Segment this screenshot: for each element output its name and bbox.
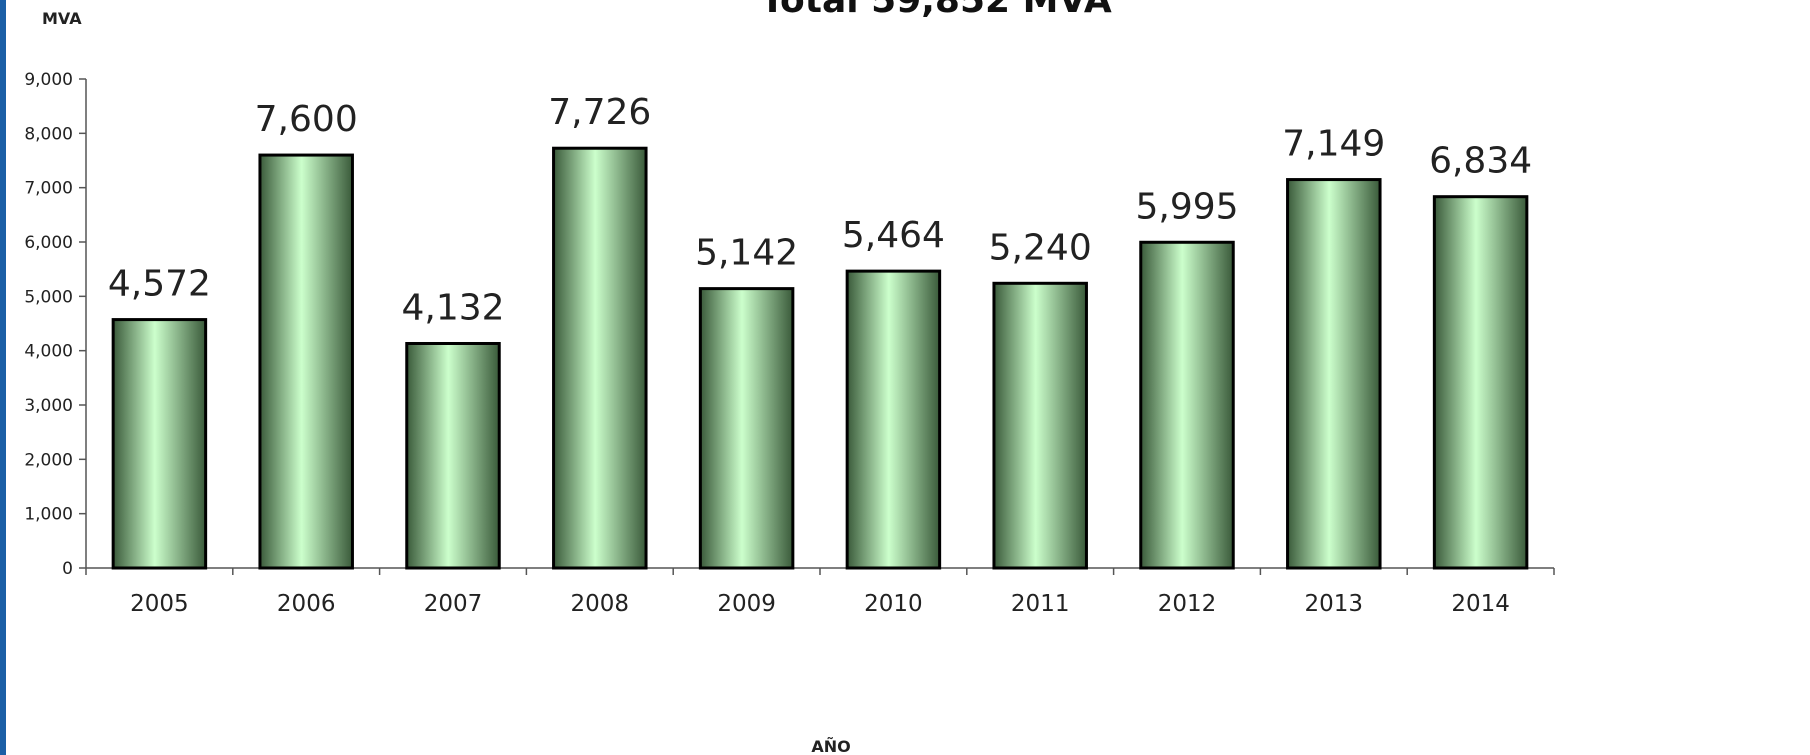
x-tick-label-2009: 2009 bbox=[717, 591, 776, 617]
y-tick-label: 1,000 bbox=[24, 505, 73, 525]
data-label-2008: 7,726 bbox=[548, 92, 651, 133]
y-tick-label: 7,000 bbox=[24, 179, 73, 199]
bar-2010 bbox=[845, 269, 942, 570]
x-tick-label-2011: 2011 bbox=[1011, 591, 1070, 617]
x-tick-label-2014: 2014 bbox=[1451, 591, 1510, 617]
y-tick-label: 8,000 bbox=[24, 124, 73, 144]
bar-2013 bbox=[1286, 178, 1382, 570]
x-tick-label-2010: 2010 bbox=[864, 591, 923, 617]
data-label-2014: 6,834 bbox=[1429, 141, 1532, 182]
chart-frame: Total 59,852 MVA MVA AÑO 0 1,000 2,000 3,00… bbox=[6, 0, 1810, 755]
bar-2009 bbox=[698, 287, 795, 570]
x-tick-label-2012: 2012 bbox=[1158, 591, 1217, 617]
bar-2008 bbox=[552, 146, 648, 570]
data-label-2007: 4,132 bbox=[401, 287, 504, 328]
x-tick-label-2008: 2008 bbox=[571, 591, 630, 617]
y-tick-label: 3,000 bbox=[24, 396, 73, 416]
x-tick-label-2005: 2005 bbox=[130, 591, 189, 617]
bar-series: 4,572 7,600 4,132 7,726 5,142 5,464 5,240 5,995… bbox=[108, 92, 1532, 570]
y-axis: 0 1,000 2,000 3,000 4,000 5,000 6,000 7,000 8,00… bbox=[24, 70, 87, 579]
x-axis-title: AÑO bbox=[811, 737, 850, 755]
y-tick-label: 4,000 bbox=[24, 342, 73, 362]
chart-title: Total 59,852 MVA bbox=[760, 0, 1112, 21]
x-axis: 2005 2006 2007 2008 2009 2010 2011 2012 2013 2014 bbox=[85, 567, 1555, 617]
bar-2012 bbox=[1139, 240, 1235, 570]
data-label-2006: 7,600 bbox=[255, 99, 358, 140]
x-tick-label-2013: 2013 bbox=[1305, 591, 1364, 617]
bar-2011 bbox=[992, 281, 1088, 570]
bar-2006 bbox=[258, 153, 354, 570]
bar-2014 bbox=[1432, 195, 1529, 570]
data-label-2009: 5,142 bbox=[695, 233, 798, 274]
y-tick-label: 6,000 bbox=[24, 233, 73, 253]
y-tick-label: 5,000 bbox=[24, 287, 73, 307]
bar-2007 bbox=[405, 341, 501, 570]
data-label-2005: 4,572 bbox=[108, 264, 211, 305]
y-tick-label: 2,000 bbox=[24, 450, 73, 470]
y-tick-label: 0 bbox=[62, 559, 73, 579]
y-tick-label: 9,000 bbox=[24, 70, 73, 90]
bar-chart: Total 59,852 MVA MVA AÑO 0 1,000 2,000 3,00… bbox=[24, 0, 1555, 755]
data-label-2011: 5,240 bbox=[989, 227, 1092, 268]
x-tick-label-2006: 2006 bbox=[277, 591, 336, 617]
data-label-2010: 5,464 bbox=[842, 215, 945, 256]
data-label-2012: 5,995 bbox=[1135, 186, 1238, 227]
y-axis-title: MVA bbox=[42, 9, 82, 28]
x-tick-label-2007: 2007 bbox=[424, 591, 483, 617]
data-label-2013: 7,149 bbox=[1282, 124, 1385, 165]
bar-2005 bbox=[111, 318, 208, 570]
